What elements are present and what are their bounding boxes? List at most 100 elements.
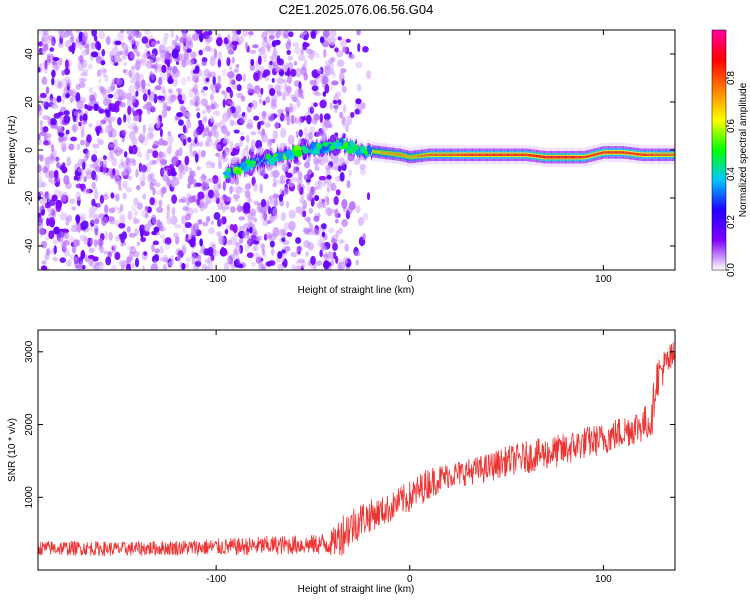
- spectrogram-noise-cell: [188, 88, 194, 98]
- spectrogram-noise-cell: [135, 168, 139, 178]
- spectrogram-signal-cell: [266, 160, 268, 163]
- spectrogram-noise-cell: [269, 88, 276, 96]
- colorbar-tick-label: 0.2: [726, 215, 737, 229]
- spectrogram-noise-cell: [223, 91, 228, 100]
- spectrogram-noise-cell: [118, 260, 126, 267]
- spectrogram-noise-cell: [305, 230, 310, 235]
- spectrogram-signal-cell: [453, 153, 455, 156]
- spectrogram-noise-cell: [123, 114, 127, 123]
- spectrogram-signal-cell: [329, 144, 335, 151]
- spectrogram-noise-cell: [46, 55, 51, 63]
- spectrogram-noise-cell: [81, 220, 89, 230]
- spectrogram-signal-cell: [505, 153, 507, 156]
- spectrogram-noise-cell: [283, 186, 289, 196]
- spectrogram-noise-cell: [313, 157, 320, 166]
- spectrogram-noise-cell: [99, 194, 105, 204]
- spectrogram-signal-cell: [446, 153, 448, 156]
- spectrogram-noise-cell: [199, 248, 205, 255]
- spectrogram-noise-cell: [186, 201, 190, 207]
- spectrogram-signal-cell: [628, 151, 630, 155]
- spectrogram-noise-cell: [286, 231, 293, 238]
- spectrogram-signal-cell: [590, 154, 592, 157]
- spectrogram-noise-cell: [233, 129, 240, 134]
- spectrogram-signal-cell: [624, 151, 626, 154]
- y-tick-label: 1000: [24, 486, 35, 509]
- spectrogram-signal-cell: [388, 152, 390, 155]
- spectrogram-noise-cell: [280, 212, 287, 222]
- spectrogram-noise-cell: [202, 110, 207, 115]
- spectrogram-noise-cell: [155, 190, 163, 195]
- spectrogram-signal-cell: [488, 153, 490, 156]
- spectrogram-noise-cell: [177, 94, 183, 102]
- spectrogram-noise-cell: [331, 234, 339, 243]
- spectrogram-noise-cell: [323, 159, 331, 164]
- spectrogram-signal-cell: [625, 151, 627, 154]
- spectrogram-noise-cell: [63, 115, 71, 124]
- spectrogram-signal-cell: [575, 156, 577, 159]
- spectrogram-noise-cell: [164, 243, 170, 250]
- spectrogram-noise-cell: [80, 72, 88, 77]
- spectrogram-noise-cell: [298, 129, 303, 138]
- spectrogram-noise-cell: [266, 219, 272, 224]
- spectrogram-noise-cell: [128, 158, 135, 164]
- spectrogram-signal-cell: [614, 151, 616, 154]
- spectrogram-signal-cell: [510, 153, 512, 156]
- spectrogram-signal-cell: [527, 153, 529, 157]
- spectrogram-noise-cell: [75, 191, 81, 201]
- spectrogram-signal-cell: [595, 153, 597, 156]
- spectrogram-noise-cell: [204, 141, 210, 148]
- spectrogram-noise-cell: [38, 104, 42, 112]
- spectrogram-noise-cell: [113, 61, 119, 66]
- spectrogram-noise-cell: [276, 55, 281, 64]
- spectrogram-noise-cell: [359, 163, 366, 170]
- spectrogram-noise-cell: [126, 114, 131, 123]
- spectrogram-noise-cell: [194, 153, 199, 163]
- spectrogram-noise-cell: [201, 133, 206, 139]
- spectrogram-signal-cell: [621, 151, 623, 154]
- spectrogram-noise-cell: [221, 68, 228, 77]
- spectrogram-noise-cell: [128, 84, 135, 94]
- spectrogram-noise-cell: [240, 131, 244, 136]
- spectrogram-noise-cell: [214, 83, 222, 90]
- spectrogram-noise-cell: [298, 117, 302, 126]
- spectrogram-noise-cell: [62, 136, 68, 142]
- spectrogram-noise-cell: [54, 61, 59, 71]
- spectrogram-noise-cell: [222, 194, 227, 201]
- spectrogram-signal-cell: [668, 153, 670, 156]
- spectrogram-noise-cell: [341, 78, 345, 86]
- spectrogram-noise-cell: [111, 249, 117, 254]
- spectrogram-noise-cell: [197, 141, 204, 147]
- spectrogram-signal-cell: [551, 156, 552, 159]
- spectrogram-noise-cell: [124, 167, 132, 175]
- spectrogram-noise-cell: [289, 102, 294, 113]
- x-tick-label: -100: [206, 274, 226, 285]
- spectrogram-noise-cell: [186, 193, 192, 199]
- spectrogram-noise-cell: [88, 123, 93, 128]
- spectrogram-noise-cell: [140, 236, 147, 243]
- spectrogram-noise-cell: [70, 224, 78, 233]
- spectrogram-noise-cell: [227, 49, 235, 55]
- spectrogram-noise-cell: [180, 76, 187, 86]
- spectrogram-noise-cell: [296, 177, 303, 185]
- spectrogram-noise-cell: [101, 48, 106, 57]
- spectrogram-noise-cell: [130, 77, 138, 84]
- spectrogram-noise-cell: [304, 216, 311, 222]
- spectrogram-signal-cell: [355, 144, 357, 147]
- spectrogram-noise-cell: [144, 223, 151, 233]
- spectrogram-noise-cell: [123, 151, 128, 158]
- spectrogram-noise-cell: [134, 30, 140, 39]
- spectrogram-noise-cell: [58, 131, 65, 138]
- spectrogram-signal-cell: [467, 153, 469, 156]
- spectrogram-noise-cell: [148, 34, 154, 40]
- spectrogram-noise-cell: [287, 134, 295, 145]
- spectrogram-noise-cell: [357, 216, 365, 227]
- colorbar-tick-label: 0.8: [726, 71, 737, 85]
- spectrogram-noise-cell: [161, 185, 168, 194]
- spectrogram-signal-cell: [584, 155, 586, 159]
- spectrogram-noise-cell: [136, 185, 141, 191]
- spectrogram-noise-cell: [152, 144, 158, 149]
- spectrogram-noise-cell: [167, 130, 172, 137]
- spectrogram-signal-cell: [455, 153, 457, 156]
- spectrogram-noise-cell: [91, 198, 96, 207]
